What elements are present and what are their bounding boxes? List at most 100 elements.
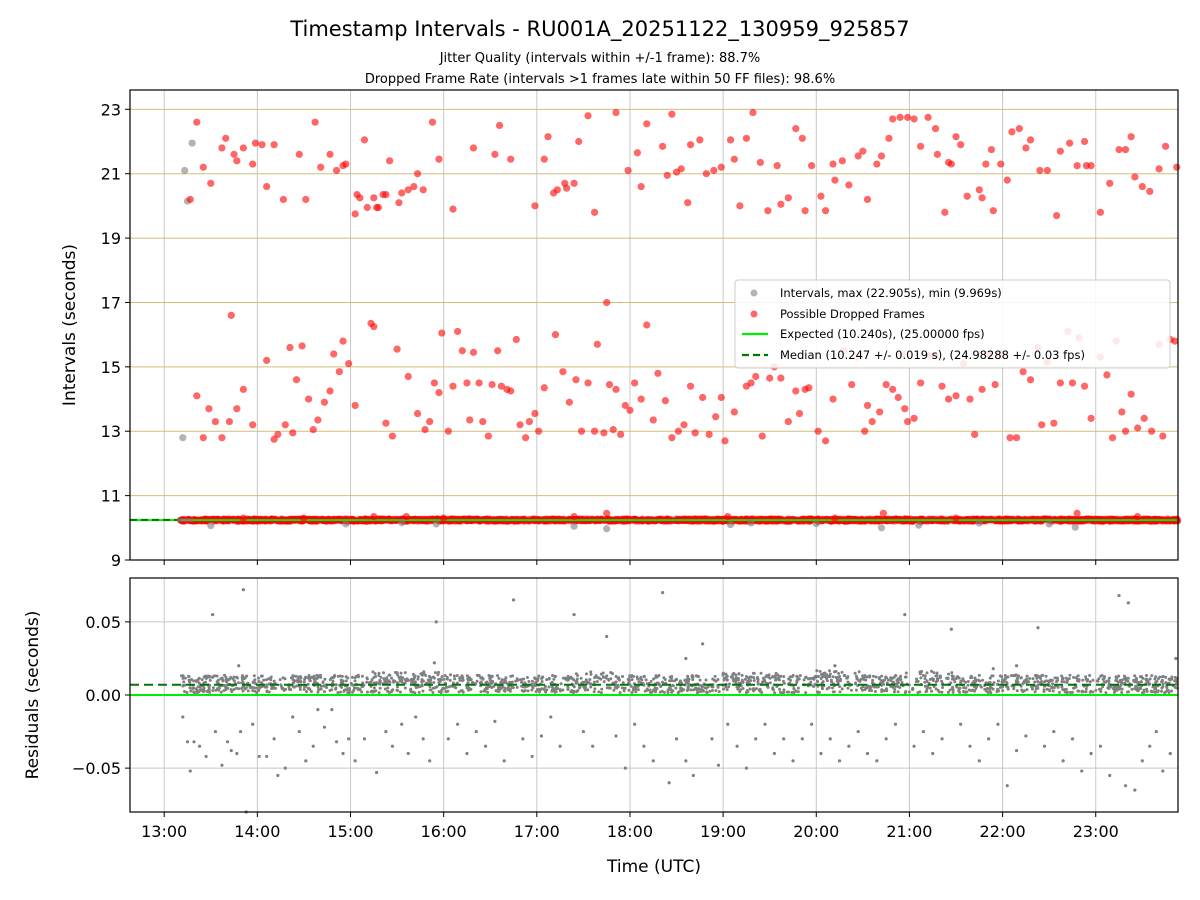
residual-point — [444, 685, 448, 689]
residual-point — [1145, 687, 1149, 691]
dropped-frame-point — [1053, 211, 1061, 220]
residual-point — [575, 677, 579, 681]
residual-point — [503, 679, 507, 683]
residual-point — [503, 686, 507, 690]
dropped-frame-point — [507, 387, 515, 395]
residual-point — [1141, 676, 1145, 680]
residual-outlier-point — [651, 759, 655, 763]
residual-point — [444, 690, 448, 694]
residual-point — [214, 688, 218, 692]
residual-point — [387, 691, 391, 695]
residual-point — [756, 682, 760, 686]
residual-point — [842, 674, 846, 678]
residual-point — [229, 688, 233, 692]
dropped-frame-point — [952, 392, 960, 400]
residual-point — [782, 675, 786, 679]
dropped-frame-point — [821, 437, 830, 445]
residual-point — [768, 681, 772, 685]
dropped-frame-point — [717, 163, 725, 171]
dropped-frame-point — [421, 426, 429, 434]
residual-point — [499, 681, 503, 685]
x-tick-label-4: 17:00 — [514, 822, 560, 841]
residual-point — [873, 690, 877, 694]
residual-point — [241, 674, 245, 678]
dropped-frame-point — [784, 417, 792, 426]
residual-point — [1126, 679, 1130, 683]
residual-outlier-point — [241, 588, 245, 592]
residual-point — [896, 690, 900, 694]
residual-point — [471, 680, 475, 684]
residual-point — [1019, 676, 1023, 680]
residual-point — [763, 679, 767, 683]
residual-point — [652, 677, 656, 681]
residual-outlier-point — [968, 744, 972, 748]
residual-point — [1126, 676, 1130, 680]
dropped-frame-point — [861, 427, 869, 435]
residual-point — [684, 678, 688, 682]
dropped-frame-point — [551, 331, 560, 339]
residual-point — [868, 685, 872, 689]
residual-point — [400, 680, 404, 684]
residual-point — [704, 678, 708, 682]
residual-point — [291, 675, 295, 679]
dropped-frame-point — [684, 199, 692, 207]
residual-point — [232, 675, 236, 679]
dropped-frame-point — [1134, 512, 1142, 521]
residual-outlier-point — [347, 737, 351, 741]
baseline-point — [651, 517, 659, 525]
residual-point — [612, 688, 616, 692]
dropped-frame-point — [410, 182, 418, 191]
interval-point — [877, 524, 886, 532]
residual-point — [827, 669, 831, 673]
residual-point — [899, 678, 903, 682]
residual-point — [334, 687, 338, 691]
dropped-frame-point — [356, 194, 364, 202]
residual-point — [668, 679, 672, 683]
residual-point — [519, 678, 523, 682]
dropped-frame-point — [987, 145, 996, 154]
residual-point — [1138, 686, 1142, 690]
residual-point — [808, 676, 812, 680]
residual-point — [925, 671, 929, 675]
baseline-point — [1079, 517, 1087, 525]
dropped-frame-point — [801, 207, 809, 215]
residual-point — [217, 685, 221, 689]
residual-point — [313, 678, 317, 682]
residual-point — [930, 689, 934, 693]
dropped-frame-point — [1022, 144, 1030, 152]
residual-point — [294, 674, 298, 678]
residual-point — [365, 677, 369, 681]
residual-outlier-point — [257, 754, 261, 759]
residual-outlier-point — [847, 744, 851, 748]
residual-outlier-point — [474, 729, 478, 734]
dropped-frame-point — [398, 189, 406, 197]
residual-point — [1160, 680, 1164, 684]
interval-point — [179, 434, 187, 442]
residual-point — [388, 673, 392, 677]
residual-outlier-point — [493, 719, 497, 723]
residual-point — [951, 688, 955, 692]
residual-point — [571, 677, 575, 681]
residual-point — [602, 680, 606, 684]
dropped-frame-point — [233, 405, 241, 413]
residual-point — [969, 674, 973, 678]
dropped-frame-point — [863, 401, 872, 410]
residual-point — [413, 675, 417, 679]
residual-point — [257, 680, 261, 684]
residual-point — [1001, 689, 1005, 693]
residual-point — [900, 681, 904, 685]
residual-point — [534, 677, 538, 681]
residual-point — [440, 675, 444, 679]
residual-point — [253, 678, 257, 682]
residual-point — [871, 678, 875, 682]
residual-outlier-point — [304, 759, 308, 763]
residual-point — [605, 686, 609, 690]
residual-outlier-point — [1108, 773, 1112, 778]
residual-point — [452, 674, 456, 678]
residual-point — [795, 674, 799, 678]
residual-point — [217, 688, 221, 692]
residual-point — [1033, 680, 1037, 684]
residual-point — [374, 674, 378, 678]
residual-point — [360, 690, 364, 694]
residual-point — [421, 689, 425, 693]
